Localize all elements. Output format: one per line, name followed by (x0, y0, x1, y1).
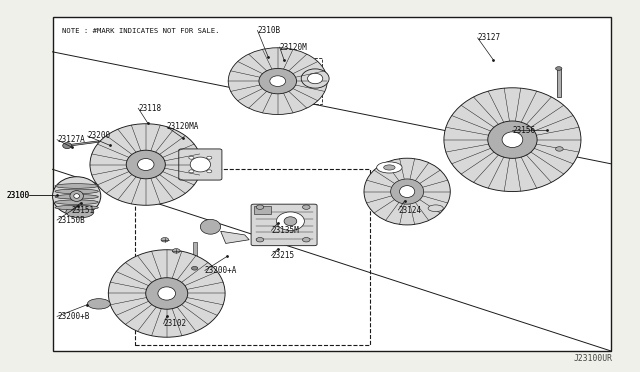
Ellipse shape (158, 287, 175, 300)
Ellipse shape (228, 48, 327, 115)
Text: J23100UR: J23100UR (573, 354, 612, 363)
Ellipse shape (284, 217, 297, 226)
Ellipse shape (200, 219, 221, 234)
Circle shape (161, 237, 168, 242)
Ellipse shape (143, 256, 162, 266)
Text: 23100: 23100 (6, 191, 29, 200)
Text: 23120M: 23120M (280, 42, 307, 51)
Text: 23102: 23102 (164, 320, 187, 328)
Text: 23100: 23100 (6, 191, 29, 200)
Circle shape (256, 237, 264, 242)
Ellipse shape (377, 162, 402, 173)
Ellipse shape (301, 69, 329, 88)
Circle shape (207, 170, 212, 173)
Ellipse shape (270, 76, 285, 86)
Text: 23150B: 23150B (57, 216, 84, 225)
Text: 23215: 23215 (271, 251, 294, 260)
Circle shape (189, 170, 194, 173)
Ellipse shape (146, 278, 188, 309)
FancyBboxPatch shape (251, 204, 317, 246)
Ellipse shape (126, 150, 165, 179)
Circle shape (556, 67, 562, 70)
Ellipse shape (138, 158, 154, 170)
Ellipse shape (502, 132, 523, 148)
Circle shape (172, 248, 180, 253)
Bar (135, 169, 370, 345)
Text: 23124: 23124 (398, 206, 421, 215)
Ellipse shape (70, 190, 83, 201)
Text: 23127: 23127 (477, 33, 500, 42)
Bar (52, 17, 611, 351)
Ellipse shape (190, 157, 211, 172)
Circle shape (189, 156, 194, 159)
Ellipse shape (63, 142, 72, 148)
Ellipse shape (74, 194, 79, 198)
Circle shape (256, 205, 264, 209)
FancyBboxPatch shape (179, 149, 222, 180)
Ellipse shape (108, 250, 225, 337)
Text: 23151: 23151 (72, 206, 95, 215)
Text: 23127A: 23127A (57, 135, 84, 144)
Ellipse shape (364, 158, 451, 225)
Bar (249, 58, 322, 105)
Text: 23200: 23200 (88, 131, 111, 141)
Circle shape (207, 156, 212, 159)
Circle shape (303, 237, 310, 242)
Ellipse shape (138, 264, 151, 271)
Polygon shape (96, 301, 108, 307)
Circle shape (191, 266, 198, 270)
Text: 23135M: 23135M (271, 226, 299, 235)
Polygon shape (193, 241, 196, 269)
Ellipse shape (259, 68, 296, 94)
Ellipse shape (55, 189, 99, 194)
Text: 23120MA: 23120MA (167, 122, 199, 131)
Circle shape (303, 205, 310, 209)
Ellipse shape (428, 205, 444, 212)
Text: 23118: 23118 (138, 104, 161, 113)
Ellipse shape (55, 195, 99, 199)
Ellipse shape (383, 165, 395, 170)
Text: 23200+B: 23200+B (57, 312, 90, 321)
Bar (253, 206, 271, 214)
Ellipse shape (488, 121, 537, 158)
Polygon shape (67, 141, 99, 146)
Circle shape (556, 147, 563, 151)
Ellipse shape (55, 184, 99, 188)
Polygon shape (557, 69, 561, 97)
Text: 23156: 23156 (513, 126, 536, 135)
Ellipse shape (276, 212, 305, 231)
Ellipse shape (55, 200, 99, 205)
Ellipse shape (55, 205, 99, 210)
Ellipse shape (90, 124, 202, 205)
Ellipse shape (52, 177, 100, 215)
Ellipse shape (66, 206, 94, 218)
Text: 2310B: 2310B (257, 26, 280, 35)
Ellipse shape (88, 299, 110, 309)
Ellipse shape (399, 186, 415, 198)
Ellipse shape (444, 88, 581, 192)
Ellipse shape (390, 179, 424, 204)
Polygon shape (221, 231, 249, 243)
Text: 23200+A: 23200+A (205, 266, 237, 275)
Text: NOTE : #MARK INDICATES NOT FOR SALE.: NOTE : #MARK INDICATES NOT FOR SALE. (62, 28, 220, 34)
Ellipse shape (308, 73, 323, 84)
